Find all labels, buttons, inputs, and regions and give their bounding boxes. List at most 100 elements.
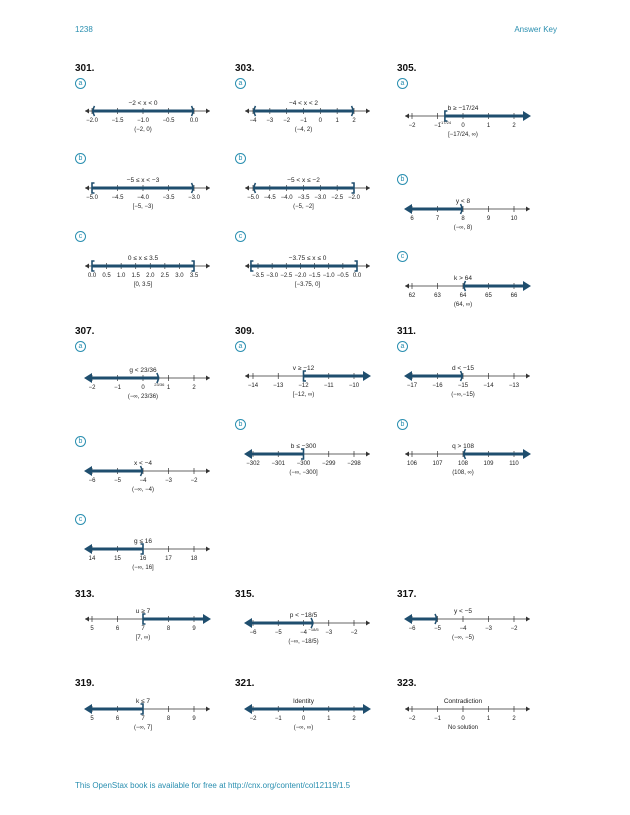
tick-label: −13 [273,383,284,389]
inequality-title: q > 108 [452,443,474,450]
ray-arrow-right [523,111,531,121]
axis-arrow-left [85,616,89,622]
tick-label: 14 [89,556,96,562]
tick-label: 17 [165,556,172,562]
tick-label: 65 [485,293,492,299]
tick-label: −298 [347,461,361,467]
open-paren [463,448,467,460]
tick-label: 7 [141,626,145,632]
axis-arrow-right [206,706,210,712]
tick-label: 10 [511,216,518,222]
tick-label: 1 [327,716,331,722]
tick-label: 3.5 [190,273,199,279]
tick-label: 2 [192,385,196,391]
part-label: b [75,436,86,447]
tick-label: −5 [275,630,283,636]
closed-bracket [354,260,358,272]
tick-label: 0 [461,716,465,722]
axis-arrow-right [206,468,210,474]
tick-label: −1 [300,118,308,124]
interval-notation: [0, 3.5] [134,282,153,288]
inequality-title: u ≥ 7 [136,608,151,615]
point-label: −17/24 [439,120,452,125]
problem-number: 305. [397,63,417,74]
tick-label: −5.0 [86,195,99,201]
tick-label: −5 [114,478,122,484]
open-paren [139,465,143,477]
ray-arrow-left [404,371,412,381]
tick-label: 18 [191,556,198,562]
interval-notation: (−∞, −5) [452,635,474,641]
tick-label: −14 [248,383,259,389]
interval-notation: (−∞, 7] [134,725,152,731]
part-label: a [235,78,246,89]
tick-label: 8 [167,716,171,722]
axis-arrow-right [366,451,370,457]
axis-arrow-right [366,706,370,712]
tick-label: −1 [114,385,122,391]
closed-bracket [444,110,448,122]
inequality-title: −2 < x < 0 [128,100,157,107]
ray-arrow-left [84,544,92,554]
tick-label: −4.0 [137,195,150,201]
tick-label: −11 [324,383,334,389]
closed-bracket [140,543,144,555]
axis-arrow-left [85,108,89,114]
tick-label: −1.5 [112,118,125,124]
tick-label: 0 [302,716,306,722]
tick-label: 0.0 [353,273,362,279]
tick-label: −2 [351,630,359,636]
ray-arrow-right [523,449,531,459]
axis-arrow-right [206,263,210,269]
tick-label: 0 [319,118,323,124]
tick-label: 5 [90,626,94,632]
tick-label: 64 [460,293,467,299]
axis-arrow-left [405,283,409,289]
tick-label: 9 [192,626,196,632]
footer-note: This OpenStax book is available for free… [75,781,351,790]
inequality-title: −5 ≤ x < −3 [127,177,160,184]
problem-number: 309. [235,326,255,337]
problem-number: 317. [397,589,417,600]
tick-label: −4.5 [112,195,125,201]
tick-label: −10 [349,383,360,389]
axis-arrow-right [366,373,370,379]
axis-arrow-right [526,283,530,289]
tick-label: −2 [283,118,291,124]
part-label: a [397,78,408,89]
tick-label: 15 [114,556,121,562]
tick-label: 2.5 [161,273,170,279]
inequality-title: −4 < x < 2 [289,100,318,107]
axis-arrow-right [526,451,530,457]
tick-label: −2.0 [86,118,99,124]
interval-notation: (−∞, −18/5) [288,639,318,645]
tick-label: 6 [116,716,120,722]
tick-label: 1 [335,118,339,124]
tick-label: 66 [511,293,518,299]
axis-arrow-right [526,373,530,379]
part-label: b [235,419,246,430]
interval-notation: (−4, 2) [295,127,313,133]
interval-notation: (108, ∞) [452,470,474,476]
part-label: c [235,231,246,242]
part-label: a [397,341,408,352]
part-label: a [75,78,86,89]
axis-arrow-right [206,616,210,622]
tick-label: −301 [271,461,285,467]
tick-label: 2 [352,118,356,124]
axis-arrow-left [85,546,89,552]
tick-label: 2.0 [146,273,155,279]
tick-label: −4 [300,630,308,636]
interval-notation: (−∞, 8) [454,225,472,231]
open-paren [156,372,160,384]
tick-label: −2 [511,626,519,632]
tick-label: −13 [509,383,520,389]
tick-label: 1 [487,123,491,129]
tick-label: 62 [409,293,416,299]
tick-label: 7 [436,216,440,222]
point-label: −18/5 [309,627,320,632]
closed-bracket [351,182,355,194]
interval-notation: (−5, −2] [293,204,314,210]
axis-arrow-left [85,468,89,474]
tick-label: −3 [485,626,493,632]
